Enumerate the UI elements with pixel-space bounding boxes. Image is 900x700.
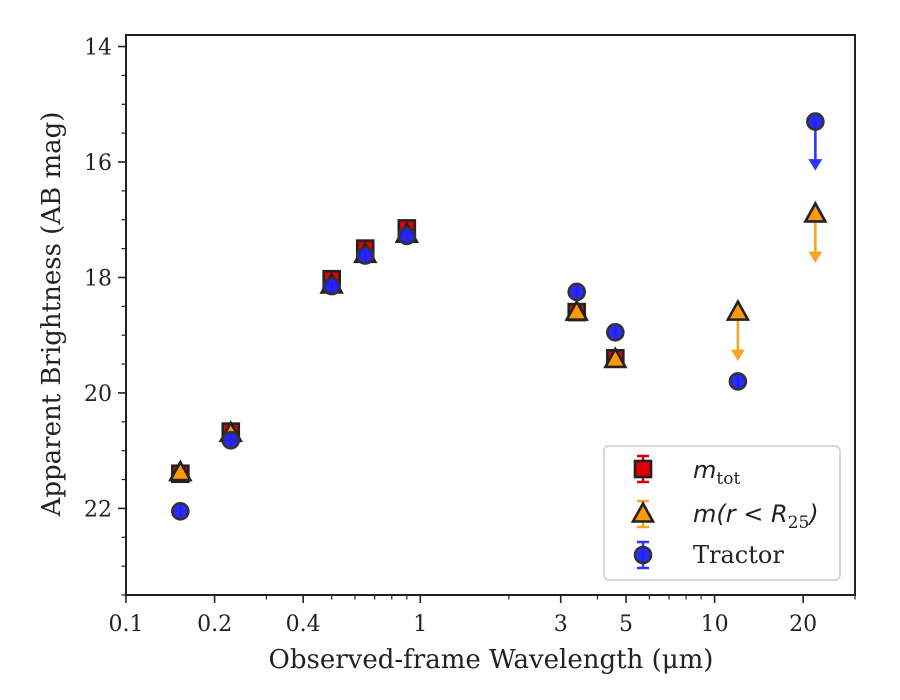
series-circle (171, 112, 825, 521)
data-point (725, 298, 751, 321)
x-tick-label: 10 (701, 612, 729, 637)
plot-frame (125, 34, 856, 596)
legend: mtot m(r < R25) Tractor (603, 445, 841, 581)
axes: 0.1 0.2 0.4 1 3 5 10 20 14 16 18 20 22 (84, 34, 856, 637)
x-tick-label: 20 (789, 612, 817, 637)
y-axis-title: Apparent Brightness (AB mag) (37, 112, 67, 518)
x-tick-label: 0.1 (109, 612, 144, 637)
data-point (322, 276, 342, 296)
y-tick-label: 18 (84, 266, 112, 291)
legend-label-mtot: mtot (693, 456, 740, 489)
legend-label-tractor: Tractor (693, 541, 784, 569)
x-tick-label: 5 (619, 612, 633, 637)
legend-box (603, 445, 841, 581)
data-point (397, 226, 417, 246)
data-point (221, 430, 241, 450)
legend-marker (630, 500, 656, 523)
legend-marker (633, 545, 653, 565)
data-point (355, 246, 375, 265)
x-tick-label: 3 (554, 612, 568, 637)
data-point (603, 346, 628, 369)
series-square (171, 219, 625, 484)
data-point (168, 459, 193, 482)
x-tick-label: 1 (413, 612, 427, 637)
upper-limit-arrowhead (808, 159, 823, 171)
data-point (728, 372, 748, 391)
upper-limit-arrowhead (731, 349, 745, 362)
x-tick-label: 0.4 (286, 612, 321, 637)
upper-limit-arrowhead (808, 251, 823, 263)
data-point (806, 112, 825, 131)
legend-marker (633, 459, 653, 479)
x-axis-title: Observed-frame Wavelength (μm) (269, 645, 714, 675)
data-point (606, 323, 625, 342)
data-point (803, 200, 828, 223)
y-tick-label: 20 (84, 382, 112, 407)
data-point (564, 298, 589, 321)
x-tick-label: 0.2 (197, 612, 232, 637)
legend-label-mr25: m(r < R25) (693, 500, 819, 533)
data-point (567, 282, 587, 302)
y-tick-label: 14 (84, 36, 112, 61)
y-tick-label: 16 (84, 151, 112, 176)
data-point (171, 501, 190, 521)
series-triangle (168, 200, 828, 482)
data-marks (168, 112, 828, 521)
y-tick-label: 22 (84, 497, 112, 522)
